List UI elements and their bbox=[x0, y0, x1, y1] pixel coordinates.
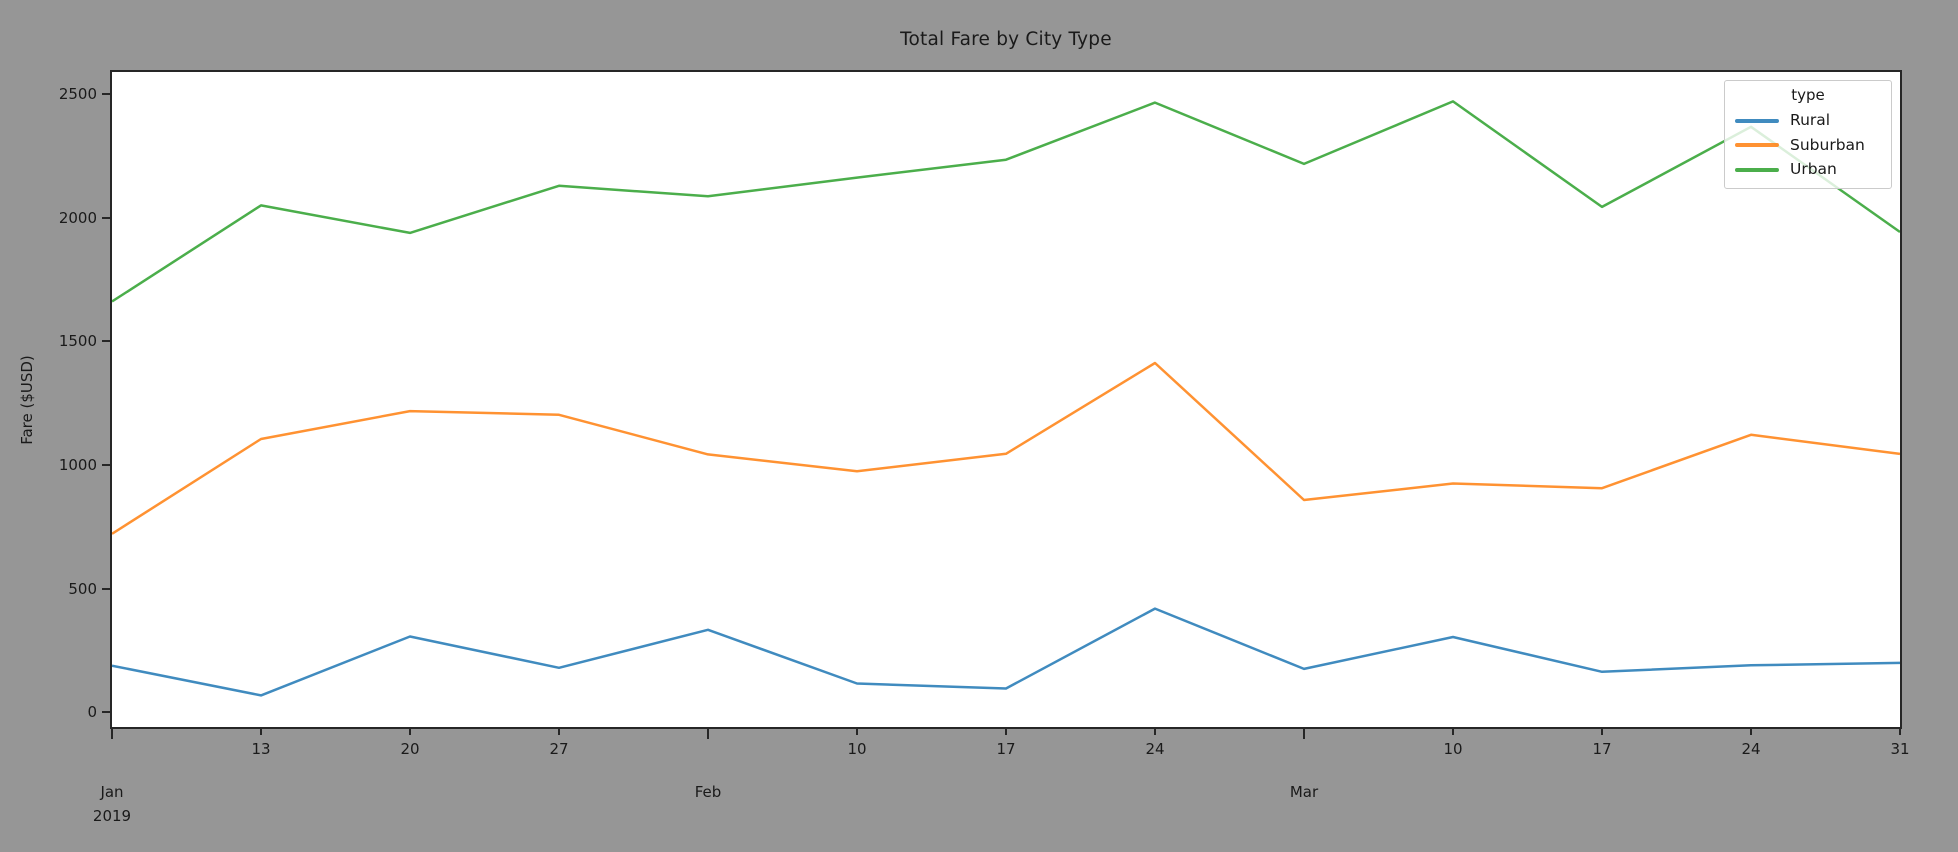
line-rural bbox=[112, 607, 1900, 697]
x-tick-mark bbox=[558, 729, 560, 735]
legend-label: Urban bbox=[1790, 160, 1837, 178]
legend-swatch-urban-line-icon bbox=[1735, 167, 1779, 172]
month-label-jan: Jan bbox=[100, 783, 124, 801]
line-suburban bbox=[112, 361, 1900, 535]
y-tick-label: 2500 bbox=[58, 85, 97, 103]
x-tick-mark bbox=[260, 729, 262, 735]
y-axis-label: Fare ($USD) bbox=[18, 355, 36, 445]
y-tick-mark bbox=[102, 588, 111, 590]
y-tick-label: 0 bbox=[87, 703, 97, 721]
x-tick-mark bbox=[111, 729, 113, 739]
x-tick-mark bbox=[1750, 729, 1752, 735]
x-tick-label: 10 bbox=[847, 740, 867, 758]
x-tick-mark bbox=[1452, 729, 1454, 735]
x-tick-label: 20 bbox=[400, 740, 420, 758]
y-tick-label: 1500 bbox=[58, 332, 97, 350]
legend-swatch-suburban-line-icon bbox=[1735, 143, 1779, 148]
x-tick-mark bbox=[707, 729, 709, 739]
y-tick-mark bbox=[102, 340, 111, 342]
y-tick-label: 1000 bbox=[58, 456, 97, 474]
x-tick-mark bbox=[409, 729, 411, 735]
legend-swatch-rural-line-icon bbox=[1735, 118, 1779, 123]
plot-area: type Rural Suburban Urban bbox=[110, 70, 1902, 729]
y-tick-mark bbox=[102, 217, 111, 219]
y-tick-mark bbox=[102, 711, 111, 713]
y-tick-mark bbox=[102, 464, 111, 466]
chart-title: Total Fare by City Type bbox=[900, 29, 1112, 50]
x-tick-label: 27 bbox=[549, 740, 569, 758]
y-tick-label: 2000 bbox=[58, 209, 97, 227]
x-tick-mark bbox=[1899, 729, 1901, 735]
legend-label: Suburban bbox=[1790, 135, 1865, 154]
legend-item-urban: Urban bbox=[1733, 160, 1883, 178]
year-label: 2019 bbox=[92, 807, 132, 825]
y-tick-label: 500 bbox=[68, 580, 97, 598]
x-tick-label: 10 bbox=[1443, 740, 1463, 758]
x-tick-mark bbox=[856, 729, 858, 735]
y-tick-mark bbox=[102, 93, 111, 95]
x-tick-label: 17 bbox=[1592, 740, 1612, 758]
x-tick-label: 31 bbox=[1890, 740, 1910, 758]
x-tick-label: 17 bbox=[996, 740, 1016, 758]
month-label-mar: Mar bbox=[1289, 783, 1319, 801]
line-urban bbox=[112, 100, 1900, 303]
x-tick-label: 24 bbox=[1145, 740, 1165, 758]
x-tick-mark bbox=[1154, 729, 1156, 735]
x-tick-mark bbox=[1005, 729, 1007, 735]
x-tick-mark bbox=[1601, 729, 1603, 735]
chart-svg bbox=[112, 100, 1900, 697]
x-tick-label: 24 bbox=[1741, 740, 1761, 758]
legend-item-suburban: Suburban bbox=[1733, 135, 1883, 154]
legend-entries: Rural Suburban Urban bbox=[1733, 111, 1883, 178]
x-tick-label: 13 bbox=[251, 740, 271, 758]
month-label-feb: Feb bbox=[694, 783, 722, 801]
x-tick-mark bbox=[1303, 729, 1305, 739]
legend-item-rural: Rural bbox=[1733, 111, 1883, 129]
legend-label: Rural bbox=[1790, 111, 1831, 129]
legend-title: type bbox=[1791, 86, 1825, 104]
legend: type Rural Suburban Urban bbox=[1724, 80, 1892, 189]
